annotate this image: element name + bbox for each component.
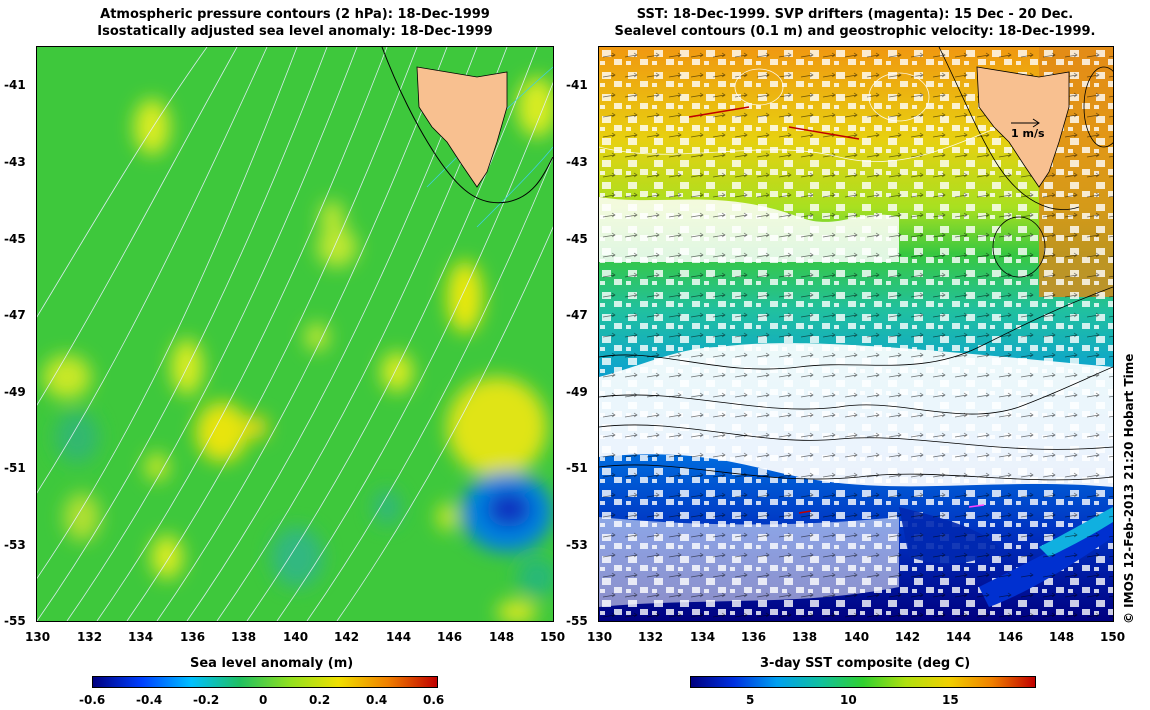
- lon-tick: 132: [638, 630, 664, 644]
- colorbar-tick: 0.2: [309, 693, 331, 707]
- lat-tick: -53: [566, 538, 588, 552]
- left-title-line2: Isostatically adjusted sea level anomaly…: [97, 24, 493, 39]
- lat-tick: -45: [4, 232, 26, 246]
- velocity-scale-arrow: [1011, 118, 1040, 128]
- sst-map: 1 m/s: [598, 46, 1114, 622]
- lat-tick: -45: [566, 232, 588, 246]
- left-colorbar-label: Sea level anomaly (m): [190, 656, 354, 671]
- lat-tick: -53: [4, 538, 26, 552]
- lon-tick: 140: [844, 630, 870, 644]
- lon-tick: 138: [231, 630, 257, 644]
- colorbar-tick: 0.4: [366, 693, 388, 707]
- lat-tick: -51: [566, 461, 588, 475]
- sst-colorbar: [690, 676, 1036, 688]
- lat-tick: -55: [4, 614, 26, 628]
- colorbar-tick: 0.6: [423, 693, 445, 707]
- sea-level-colorbar: [92, 676, 438, 688]
- tasmania-landmass: [416, 66, 508, 188]
- colorbar-tick: -0.6: [79, 693, 106, 707]
- velocity-scale-label: 1 m/s: [1011, 127, 1045, 140]
- right-colorbar-label: 3-day SST composite (deg C): [760, 656, 971, 671]
- lat-tick: -47: [566, 308, 588, 322]
- colorbar-tick: 5: [746, 693, 755, 707]
- colorbar-tick: 0: [259, 693, 268, 707]
- left-title: Atmospheric pressure contours (2 hPa): 1…: [36, 6, 554, 40]
- colorbar-tick: 15: [942, 693, 959, 707]
- lat-tick: -55: [566, 614, 588, 628]
- lon-tick: 146: [437, 630, 463, 644]
- lon-tick: 134: [128, 630, 154, 644]
- colorbar-tick: -0.4: [136, 693, 163, 707]
- lon-tick: 142: [334, 630, 360, 644]
- sea-level-anomaly-map: [36, 46, 554, 622]
- sea-level-anomaly-field: [37, 47, 553, 621]
- lon-tick: 130: [587, 630, 613, 644]
- lon-tick: 142: [895, 630, 921, 644]
- lon-tick: 132: [77, 630, 103, 644]
- colorbar-tick: -0.2: [193, 693, 220, 707]
- lat-tick: -41: [4, 78, 26, 92]
- lon-tick: 144: [946, 630, 972, 644]
- lat-tick: -43: [566, 155, 588, 169]
- lat-tick: -51: [4, 461, 26, 475]
- lon-tick: 150: [540, 630, 566, 644]
- lat-tick: -47: [4, 308, 26, 322]
- lon-tick: 150: [1100, 630, 1126, 644]
- lat-tick: -43: [4, 155, 26, 169]
- right-title: SST: 18-Dec-1999. SVP drifters (magenta)…: [598, 6, 1112, 40]
- lon-tick: 144: [386, 630, 412, 644]
- lat-tick: -49: [566, 385, 588, 399]
- lat-tick: -49: [4, 385, 26, 399]
- lon-tick: 148: [489, 630, 515, 644]
- tasmania-landmass: [976, 66, 1070, 188]
- lon-tick: 146: [998, 630, 1024, 644]
- lon-tick: 138: [792, 630, 818, 644]
- lon-tick: 134: [690, 630, 716, 644]
- colorbar-tick: 10: [840, 693, 857, 707]
- imos-credit: © IMOS 12-Feb-2013 21:20 Hobart Time: [1122, 353, 1136, 624]
- lat-tick: -41: [566, 78, 588, 92]
- lon-tick: 136: [741, 630, 767, 644]
- sst-field: [599, 47, 1113, 621]
- lon-tick: 140: [283, 630, 309, 644]
- left-title-line1: Atmospheric pressure contours (2 hPa): 1…: [100, 7, 490, 22]
- right-title-line2: Sealevel contours (0.1 m) and geostrophi…: [614, 24, 1096, 39]
- lon-tick: 130: [25, 630, 51, 644]
- lon-tick: 148: [1049, 630, 1075, 644]
- right-title-line1: SST: 18-Dec-1999. SVP drifters (magenta)…: [636, 7, 1074, 22]
- lon-tick: 136: [180, 630, 206, 644]
